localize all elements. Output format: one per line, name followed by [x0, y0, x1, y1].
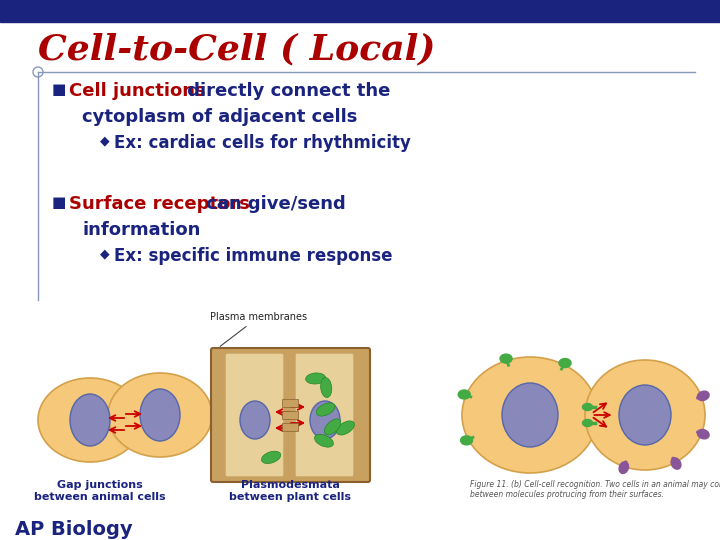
Text: information: information	[82, 221, 200, 239]
Ellipse shape	[38, 378, 142, 462]
Ellipse shape	[698, 391, 709, 401]
Ellipse shape	[325, 419, 341, 435]
Text: can give/send: can give/send	[200, 195, 346, 213]
Text: ◆: ◆	[100, 247, 109, 260]
Ellipse shape	[461, 436, 472, 445]
Ellipse shape	[140, 389, 180, 441]
Ellipse shape	[698, 429, 709, 439]
Text: AP Biology: AP Biology	[15, 520, 132, 539]
Bar	[282, 411, 298, 419]
Text: Plasma membranes: Plasma membranes	[210, 312, 307, 346]
Text: ■: ■	[52, 82, 66, 97]
FancyBboxPatch shape	[295, 353, 354, 477]
Bar	[282, 423, 298, 431]
Ellipse shape	[320, 377, 332, 397]
Text: Plasmodesmata
between plant cells: Plasmodesmata between plant cells	[229, 480, 351, 502]
Ellipse shape	[582, 420, 593, 427]
Text: Gap junctions
between animal cells: Gap junctions between animal cells	[34, 480, 166, 502]
Ellipse shape	[619, 385, 671, 445]
Ellipse shape	[310, 401, 340, 439]
Ellipse shape	[70, 394, 110, 446]
Bar	[282, 399, 298, 407]
Text: Ex: cardiac cells for rhythmicity: Ex: cardiac cells for rhythmicity	[114, 134, 411, 152]
FancyBboxPatch shape	[225, 353, 284, 477]
Ellipse shape	[582, 403, 593, 410]
Ellipse shape	[306, 373, 325, 384]
Ellipse shape	[619, 462, 629, 474]
Text: Figure 11. (b) Cell-cell recognition. Two cells in an animal may communicate by : Figure 11. (b) Cell-cell recognition. Tw…	[470, 480, 720, 500]
Text: cytoplasm of adjacent cells: cytoplasm of adjacent cells	[82, 108, 357, 126]
Ellipse shape	[336, 421, 354, 435]
Ellipse shape	[500, 354, 512, 363]
Ellipse shape	[462, 357, 598, 473]
FancyBboxPatch shape	[211, 348, 370, 482]
Text: directly connect the: directly connect the	[181, 82, 390, 100]
Ellipse shape	[261, 451, 281, 463]
Text: Cell-to-Cell ( Local): Cell-to-Cell ( Local)	[38, 32, 436, 66]
Ellipse shape	[458, 390, 470, 399]
Ellipse shape	[559, 359, 571, 368]
Text: ■: ■	[52, 195, 66, 210]
Ellipse shape	[315, 434, 333, 447]
Text: Surface receptors: Surface receptors	[69, 195, 250, 213]
Bar	[0, 0, 720, 22]
Ellipse shape	[108, 373, 212, 457]
Ellipse shape	[316, 403, 335, 416]
Ellipse shape	[671, 458, 681, 469]
Text: Ex: specific immune response: Ex: specific immune response	[114, 247, 392, 265]
Ellipse shape	[502, 383, 558, 447]
Ellipse shape	[240, 401, 270, 439]
Ellipse shape	[585, 360, 705, 470]
Text: Cell junctions: Cell junctions	[69, 82, 206, 100]
Text: ◆: ◆	[100, 134, 109, 147]
